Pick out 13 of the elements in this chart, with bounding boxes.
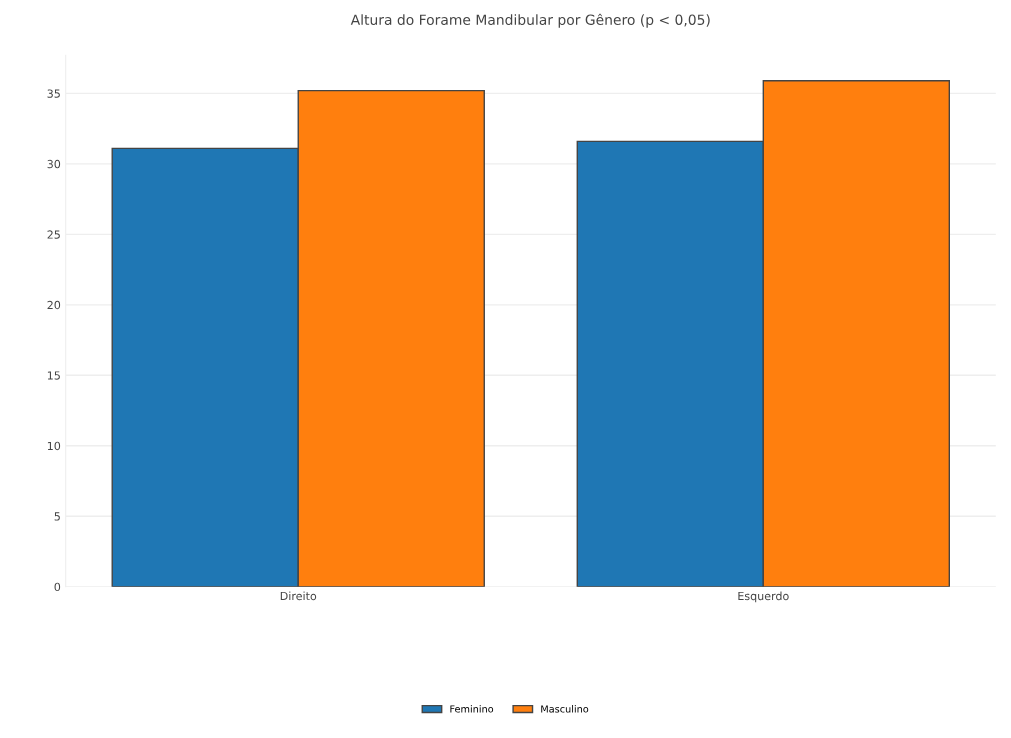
y-tick-label: 15 xyxy=(47,371,60,380)
legend-label: Feminino xyxy=(450,705,494,713)
y-tick-label: 35 xyxy=(47,89,60,98)
y-tick-label: 5 xyxy=(54,512,60,521)
y-tick-label: 0 xyxy=(54,582,61,592)
y-tick-label: 20 xyxy=(47,300,61,310)
chart-title: Altura do Forame Mandibular por Gênero (p < 0,05) xyxy=(350,13,710,28)
x-tick-label: Esquerdo xyxy=(738,591,789,603)
y-tick-label: 25 xyxy=(47,230,60,239)
y-tick-label: 10 xyxy=(47,441,61,451)
legend-label: Masculino xyxy=(541,705,589,713)
x-tick-label: Direito xyxy=(280,591,317,601)
y-tick-label: 30 xyxy=(47,159,61,169)
